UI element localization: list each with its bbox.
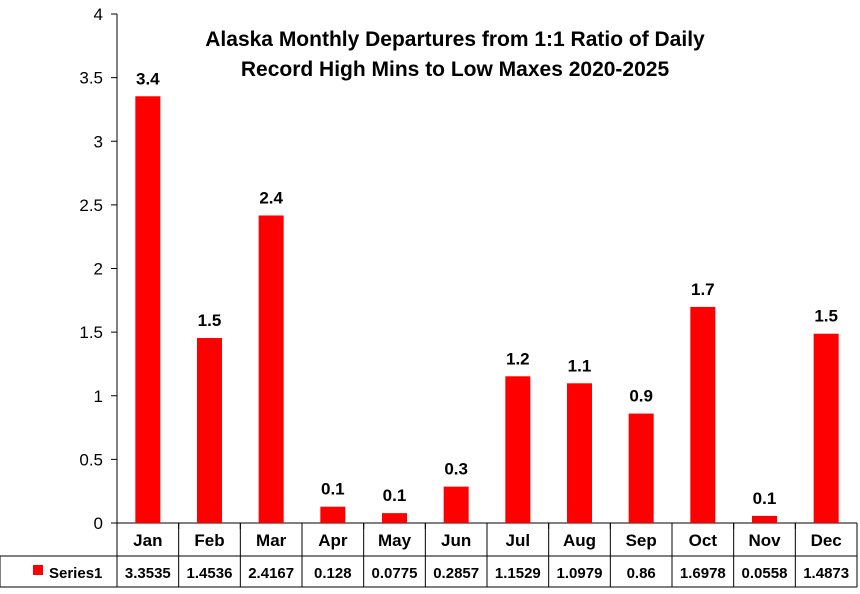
data-table: Jan Feb Mar Apr May Jun Jul Aug Sep Oct Nov Dec Seri…	[0, 523, 858, 588]
bar-dec	[813, 333, 839, 523]
category-label-may: May	[378, 531, 412, 550]
data-label-dec: 1.5	[814, 307, 838, 326]
category-label-jun: Jun	[441, 531, 471, 550]
data-label-jun: 0.3	[444, 460, 468, 479]
data-labels: 3.4 1.5 2.4 0.1 0.1 0.3 1.2 1.1 0.9 1.7 0.1 1.5	[136, 69, 838, 508]
bar-jun	[443, 486, 469, 523]
data-label-jan: 3.4	[136, 69, 160, 88]
category-label-feb: Feb	[194, 531, 224, 550]
y-tick-label: 0	[94, 514, 103, 533]
bar-aug	[567, 383, 592, 523]
legend-key-series1	[33, 565, 43, 575]
table-value-feb: 1.4536	[187, 565, 233, 582]
bar-oct	[690, 306, 716, 523]
table-value-nov: 0.0558	[742, 565, 788, 582]
legend-label-series1: Series1	[49, 565, 102, 582]
data-label-aug: 1.1	[568, 356, 592, 375]
chart-title-line-2: Record High Mins to Low Maxes 2020-2025	[241, 58, 670, 81]
bar-feb	[197, 338, 222, 523]
category-label-mar: Mar	[256, 531, 287, 550]
bar-sep	[628, 413, 654, 523]
y-tick-label: 3.5	[79, 69, 103, 88]
table-value-jul: 1.1529	[495, 565, 541, 582]
y-tick-label: 1.5	[79, 323, 103, 342]
bar-mar	[258, 215, 284, 524]
data-label-apr: 0.1	[321, 480, 345, 499]
bars	[135, 96, 839, 524]
table-value-aug: 1.0979	[557, 565, 603, 582]
y-tick-label: 0.5	[79, 450, 103, 469]
bar-apr	[320, 506, 346, 523]
data-label-mar: 2.4	[259, 188, 283, 207]
y-tick-label: 2.5	[79, 196, 103, 215]
bar-nov	[752, 515, 777, 523]
chart-title-line-1: Alaska Monthly Departures from 1:1 Ratio…	[205, 28, 705, 51]
table-value-dec: 1.4873	[803, 565, 849, 582]
chart-title: Alaska Monthly Departures from 1:1 Ratio…	[205, 28, 705, 81]
y-tick-label: 4	[94, 5, 103, 24]
table-value-mar: 2.4167	[248, 565, 294, 582]
bar-may	[382, 513, 407, 523]
category-label-nov: Nov	[748, 531, 781, 550]
category-label-apr: Apr	[318, 531, 348, 550]
data-label-nov: 0.1	[753, 489, 777, 508]
table-value-jan: 3.3535	[125, 565, 171, 582]
category-label-dec: Dec	[811, 531, 842, 550]
category-label-jul: Jul	[506, 531, 531, 550]
table-value-jun: 0.2857	[433, 565, 479, 582]
data-label-feb: 1.5	[198, 311, 222, 330]
table-value-apr: 0.128	[314, 565, 352, 582]
y-tick-label: 1	[94, 387, 103, 406]
category-label-sep: Sep	[626, 531, 657, 550]
table-value-sep: 0.86	[627, 565, 656, 582]
bar-jul	[505, 376, 531, 523]
table-value-oct: 1.6978	[680, 565, 726, 582]
category-label-jan: Jan	[133, 531, 162, 550]
data-label-jul: 1.2	[506, 349, 530, 368]
category-label-oct: Oct	[689, 531, 718, 550]
bar-jan	[135, 96, 161, 524]
table-value-may: 0.0775	[372, 565, 418, 582]
y-tick-label: 2	[94, 260, 103, 279]
category-label-aug: Aug	[563, 531, 596, 550]
data-label-sep: 0.9	[629, 387, 653, 406]
y-tick-label: 3	[94, 132, 103, 151]
data-label-may: 0.1	[383, 486, 407, 505]
data-label-oct: 1.7	[691, 280, 715, 299]
